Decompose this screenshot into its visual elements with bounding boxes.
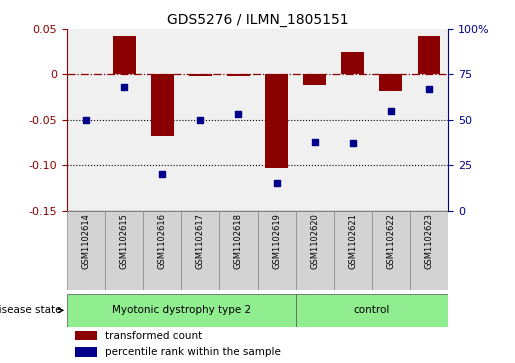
- Point: [311, 139, 319, 144]
- Point: [272, 180, 281, 186]
- Bar: [219, 211, 258, 290]
- Point: [120, 84, 128, 90]
- Bar: [181, 211, 219, 290]
- Bar: [143, 211, 181, 290]
- Bar: [151, 74, 174, 136]
- Bar: [189, 74, 212, 76]
- Point: [234, 111, 243, 117]
- Bar: [341, 52, 364, 74]
- Point: [82, 117, 90, 123]
- Bar: [303, 74, 326, 85]
- Bar: [380, 74, 402, 91]
- Text: control: control: [354, 305, 390, 315]
- Text: GSM1102622: GSM1102622: [386, 213, 396, 269]
- Text: GSM1102618: GSM1102618: [234, 213, 243, 269]
- Point: [387, 108, 395, 114]
- Text: percentile rank within the sample: percentile rank within the sample: [105, 347, 281, 357]
- Text: GSM1102619: GSM1102619: [272, 213, 281, 269]
- Bar: [75, 331, 97, 340]
- Bar: [410, 211, 448, 290]
- Bar: [113, 36, 135, 74]
- Point: [196, 117, 204, 123]
- Bar: [258, 211, 296, 290]
- Bar: [75, 347, 97, 357]
- Bar: [105, 211, 143, 290]
- Text: GSM1102614: GSM1102614: [81, 213, 91, 269]
- Text: Myotonic dystrophy type 2: Myotonic dystrophy type 2: [112, 305, 251, 315]
- Point: [158, 171, 166, 177]
- Text: disease state: disease state: [0, 305, 62, 315]
- Point: [349, 140, 357, 146]
- Text: GSM1102621: GSM1102621: [348, 213, 357, 269]
- Bar: [334, 211, 372, 290]
- Bar: [67, 294, 296, 327]
- Text: transformed count: transformed count: [105, 331, 202, 340]
- Bar: [296, 211, 334, 290]
- Text: GSM1102616: GSM1102616: [158, 213, 167, 269]
- Point: [425, 86, 433, 92]
- Bar: [265, 74, 288, 168]
- Text: GSM1102623: GSM1102623: [424, 213, 434, 269]
- Bar: [418, 36, 440, 74]
- Text: GSM1102615: GSM1102615: [119, 213, 129, 269]
- Text: GSM1102620: GSM1102620: [310, 213, 319, 269]
- Text: GSM1102617: GSM1102617: [196, 213, 205, 269]
- Bar: [227, 74, 250, 76]
- Bar: [296, 294, 448, 327]
- Bar: [372, 211, 410, 290]
- Bar: [67, 211, 105, 290]
- Title: GDS5276 / ILMN_1805151: GDS5276 / ILMN_1805151: [167, 13, 348, 26]
